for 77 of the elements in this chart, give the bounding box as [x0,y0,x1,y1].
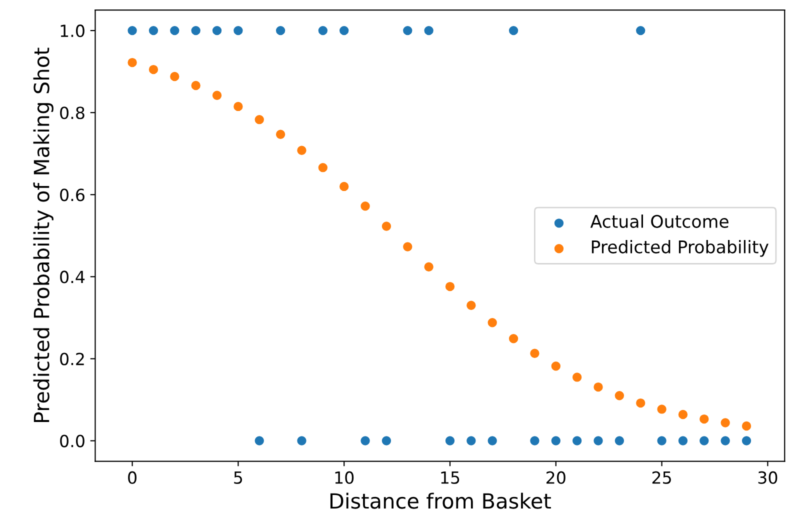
point [402,24,414,36]
y-tick-label: 0.6 [60,188,84,202]
point [486,316,498,328]
point [148,24,160,36]
x-tick-label: 15 [441,472,460,484]
point [550,360,562,372]
point [168,24,180,36]
point [614,435,626,446]
point [614,390,626,402]
point [508,332,520,344]
x-axis-title: Distance from Basket [330,492,551,509]
point [444,280,456,292]
point [211,90,223,102]
legend-label: Predicted Probability [592,240,768,257]
point [592,381,604,393]
point [274,128,286,140]
point [148,64,160,76]
point [190,24,202,36]
point [550,435,562,446]
point [656,435,668,446]
point [465,435,477,446]
y-tick-label: 0.0 [60,434,84,448]
y-tick-label: 0.4 [60,270,85,284]
point [360,200,371,212]
point [254,114,266,126]
point [486,435,498,446]
point [338,180,350,192]
point [656,403,668,415]
point [380,435,392,446]
point [317,162,329,174]
x-tick-label: 10 [335,471,354,484]
point [360,435,371,446]
point [592,435,604,446]
y-tick-label: 0.2 [60,352,84,366]
point [698,435,710,446]
point [571,435,583,446]
point [126,56,138,68]
point [677,408,689,420]
point [634,397,646,409]
point [634,24,646,36]
point [529,348,540,360]
point [698,413,710,425]
point [296,144,308,156]
point [508,24,520,36]
point [677,435,689,446]
x-tick-label: 25 [652,471,671,484]
point [317,24,329,36]
point [211,24,223,36]
point [254,435,266,446]
x-tick-label: 0 [128,471,136,484]
point [571,371,583,383]
x-tick-label: 20 [546,471,566,484]
y-tick-label: 1.0 [60,24,84,38]
point [423,261,435,273]
point [529,435,540,446]
point [465,300,477,312]
point [232,100,244,112]
point [720,435,732,446]
point [740,435,752,446]
point [740,420,752,432]
point [232,24,244,36]
point [190,80,202,92]
point [720,417,732,428]
point [402,241,414,252]
y-axis-title: Predicted Probability of Making Shot [33,48,54,422]
point [444,435,456,446]
point [338,24,350,36]
point [296,435,308,446]
legend-label: Actual Outcome [590,214,728,228]
point [126,24,138,36]
y-tick-label: 0.8 [60,106,84,120]
point [380,220,392,232]
x-tick-label: 5 [234,472,242,484]
point [274,24,286,36]
point [168,70,180,82]
point [423,24,435,36]
x-tick-label: 30 [758,471,778,484]
